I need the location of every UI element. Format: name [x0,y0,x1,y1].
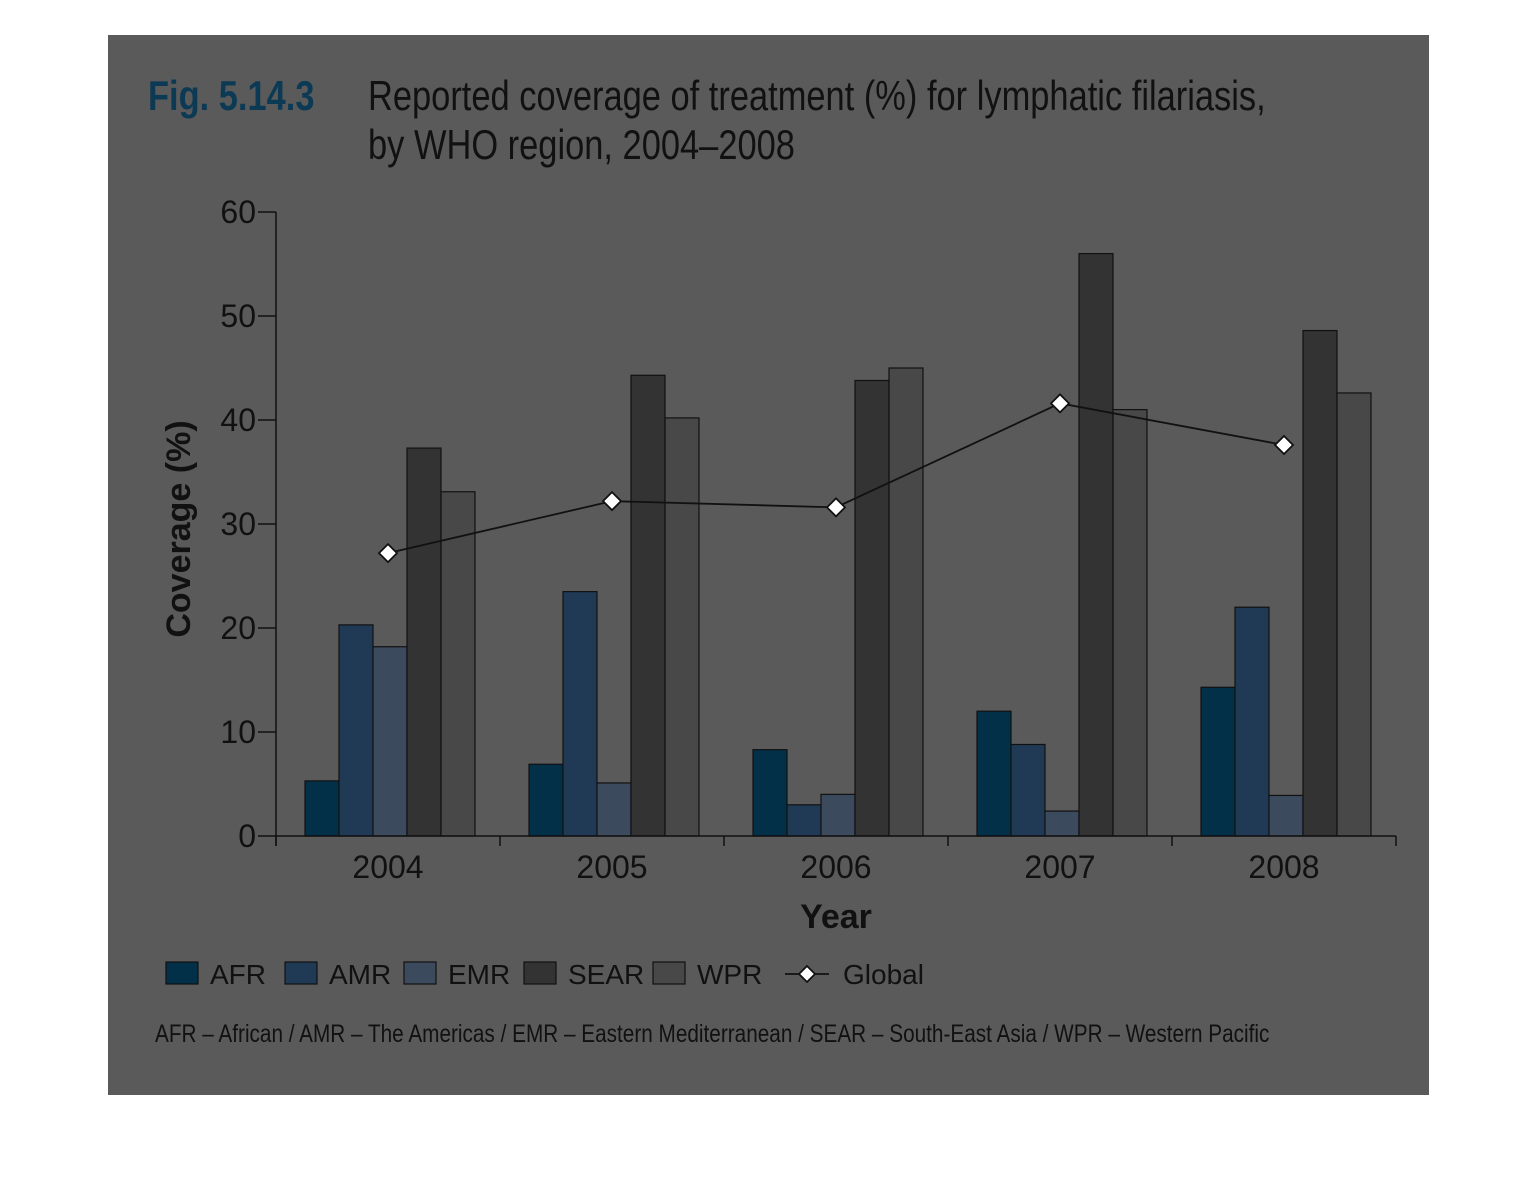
bar-afr-2004 [304,780,340,837]
point-global-2008 [1273,434,1295,456]
legend-swatch-emr [403,961,437,985]
bar-wpr-2007 [1112,409,1148,837]
bar-emr-2006 [820,793,856,837]
bar-afr-2007 [976,710,1012,837]
bar-wpr-2005 [664,417,700,837]
bar-amr-2007 [1010,743,1046,837]
point-global-2005 [601,490,623,512]
bar-wpr-2004 [440,491,476,837]
y-tick-label: 60 [220,194,256,230]
bar-afr-2008 [1200,686,1236,837]
legend-swatch-wpr [652,961,686,985]
bar-sear-2007 [1078,253,1114,837]
y-tick-label: 0 [238,818,256,854]
bar-sear-2006 [854,379,890,837]
bar-emr-2005 [596,782,632,837]
chart-panel [108,35,1429,1095]
chart-title-line-2: by WHO region, 2004–2008 [368,121,795,168]
x-axis-title: Year [800,898,872,936]
y-tick-label: 50 [220,298,256,334]
bar-afr-2005 [528,763,564,837]
x-tick-label-2008: 2008 [1248,849,1319,885]
legend-marker-global [797,964,817,984]
y-tick-label: 30 [220,506,256,542]
legend-swatch-afr [165,961,199,985]
y-tick-label: 20 [220,610,256,646]
axes-group: 0 10 20 30 40 50 60 2004 2005 2006 2007 2008 [220,194,1397,885]
legend-label-sear: SEAR [568,959,644,990]
y-tick-label: 40 [220,402,256,438]
bar-afr-2006 [752,749,788,837]
y-tick-label: 10 [220,714,256,750]
legend-swatch-sear [523,961,557,985]
bar-amr-2006 [786,804,822,837]
legend-label-global: Global [843,959,924,990]
bar-emr-2007 [1044,810,1080,837]
bar-amr-2005 [562,590,598,837]
chart-title-line-1: Reported coverage of treatment (%) for l… [368,72,1266,119]
legend-label-wpr: WPR [697,959,762,990]
footnote: AFR – African / AMR – The Americas / EMR… [155,1020,1270,1048]
bar-amr-2004 [338,624,374,837]
bar-wpr-2006 [888,367,924,837]
global-line-group [377,393,1295,564]
bar-amr-2008 [1234,606,1270,837]
bar-wpr-2008 [1336,392,1372,837]
x-tick-label-2007: 2007 [1024,849,1095,885]
bar-sear-2008 [1302,329,1338,837]
y-axis-title: Coverage (%) [160,420,198,637]
legend-label-amr: AMR [329,959,391,990]
legend-label-afr: AFR [210,959,266,990]
legend-swatch-amr [284,961,318,985]
point-global-2006 [825,497,847,518]
bar-emr-2004 [372,646,408,837]
bars-group [304,253,1372,837]
line-global [387,402,1285,554]
legend-label-emr: EMR [448,959,510,990]
bar-sear-2005 [630,374,666,837]
figure-number: Fig. 5.14.3 [148,72,315,119]
x-tick-label-2004: 2004 [352,849,423,885]
point-global-2007 [1049,393,1071,414]
legend: AFR AMR EMR SEAR WPR Global [165,959,924,990]
bar-emr-2008 [1268,794,1304,837]
x-tick-label-2006: 2006 [800,849,871,885]
x-tick-label-2005: 2005 [576,849,647,885]
bar-sear-2004 [406,447,442,837]
point-global-2004 [377,542,399,564]
